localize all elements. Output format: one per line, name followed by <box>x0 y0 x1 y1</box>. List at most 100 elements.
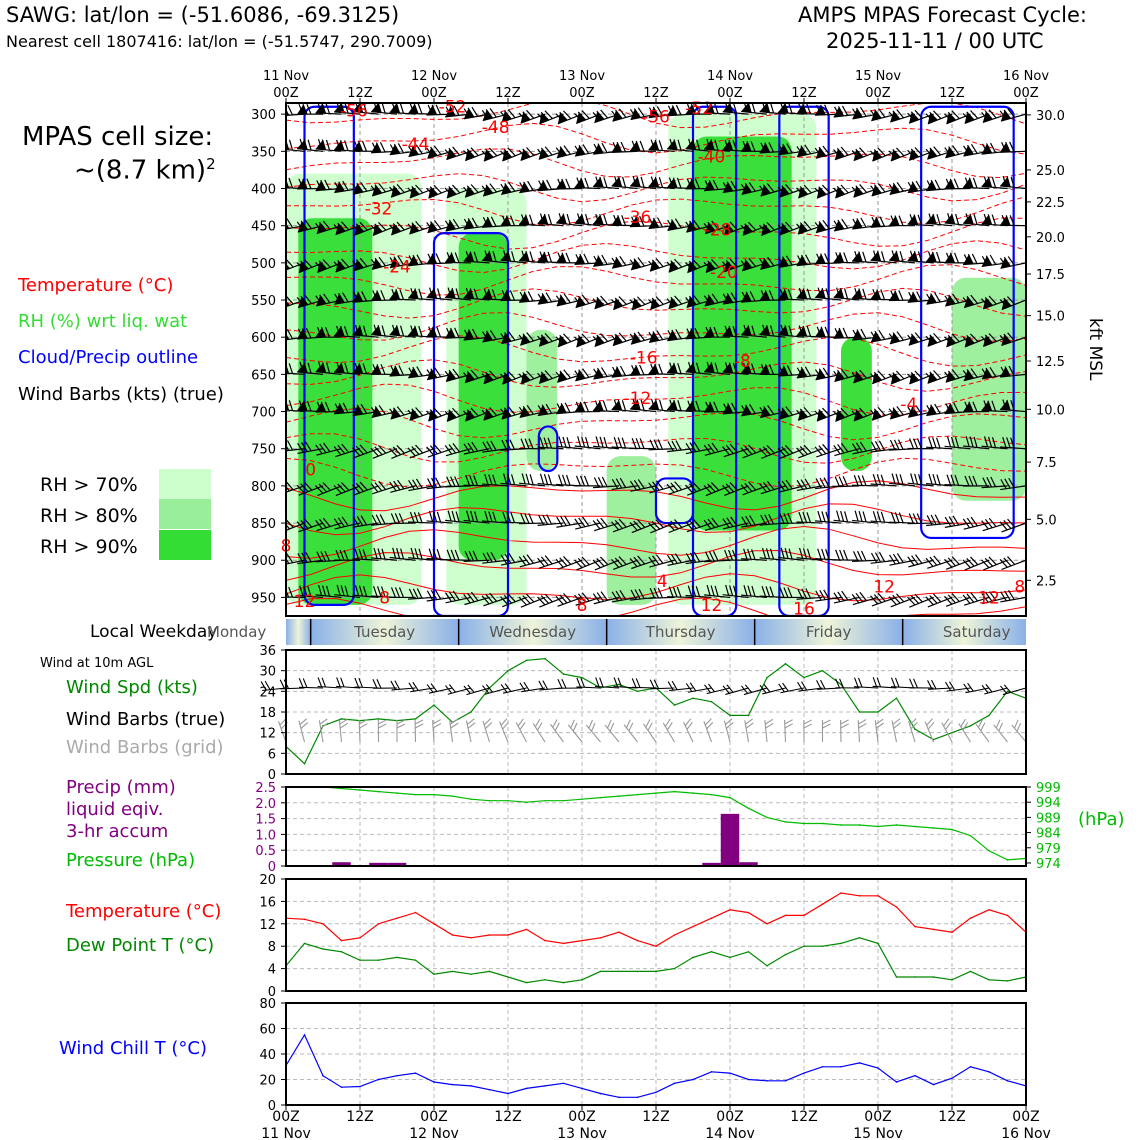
barb-feather <box>337 517 345 528</box>
hour-label: 12Z <box>939 86 965 101</box>
barb-feather <box>706 361 711 373</box>
barb-feather <box>777 186 786 196</box>
barb-feather <box>840 368 849 379</box>
wind-barb <box>315 584 342 599</box>
wind-barb-grid <box>924 718 935 743</box>
barb-feather <box>873 149 883 158</box>
barb-feather <box>873 250 878 262</box>
barb-feather <box>449 718 458 725</box>
barb-feather <box>825 288 830 299</box>
temp-label: Temperature (°C) <box>66 901 222 922</box>
wind-speed-tick-label: 18 <box>259 706 276 721</box>
wind-barb <box>999 296 1026 311</box>
barb-feather <box>687 400 693 412</box>
barb-feather <box>508 331 516 341</box>
barb-feather <box>470 184 479 193</box>
barb-feather <box>281 587 285 597</box>
barb-feather <box>891 250 896 261</box>
barb-feather <box>780 324 785 336</box>
barb-flag <box>539 335 549 347</box>
barb-feather <box>599 677 604 688</box>
barb-feather <box>471 106 479 117</box>
wind-barb <box>796 407 823 421</box>
barb-feather <box>953 178 960 189</box>
barb-feather <box>743 324 748 336</box>
wind-barb <box>851 441 879 455</box>
wind-barb <box>704 361 731 375</box>
barb-feather <box>426 410 435 420</box>
barb-feather <box>973 436 978 448</box>
barb-feather <box>722 485 731 494</box>
barb-flag <box>963 255 974 265</box>
wind-barb-grid <box>585 719 601 743</box>
barb-feather <box>286 219 290 229</box>
wind-barb <box>426 407 453 422</box>
barb-feather <box>359 481 368 491</box>
barb-feather <box>306 400 312 412</box>
barb-feather <box>296 297 305 307</box>
barb-shaft <box>335 225 361 236</box>
barb-feather <box>751 549 756 560</box>
barb-shaft <box>778 556 805 561</box>
barb-flag <box>611 143 622 153</box>
barb-feather <box>945 403 952 414</box>
barb-feather <box>336 139 341 151</box>
barb-shaft <box>611 408 638 413</box>
barb-feather <box>500 408 508 418</box>
barb-feather <box>873 408 882 418</box>
wind-barb <box>556 402 583 415</box>
temperature-contour <box>286 335 1026 367</box>
barb-feather <box>670 296 679 306</box>
barb-feather <box>356 515 364 526</box>
barb-feather <box>1008 477 1015 488</box>
barb-feather <box>652 555 660 565</box>
barb-feather <box>818 146 827 156</box>
barb-feather <box>926 293 933 304</box>
wind-barb <box>796 478 823 492</box>
temperature-line-point <box>877 895 879 897</box>
barb-feather <box>432 326 438 338</box>
barb-feather <box>689 442 697 453</box>
barb-feather <box>463 685 471 694</box>
barb-feather <box>613 677 619 687</box>
temperature-label: 12 <box>701 596 723 616</box>
wind-barb <box>833 442 860 457</box>
barb-feather <box>448 147 457 157</box>
wind-barb <box>962 401 990 413</box>
barb-flag <box>779 224 790 235</box>
barb-feather <box>286 329 290 340</box>
dewpoint-line-point <box>414 959 417 961</box>
barb-feather <box>907 596 916 606</box>
barb-feather <box>488 474 493 485</box>
temperature-line-point <box>766 923 768 925</box>
weekday-cell <box>286 619 311 645</box>
cloud-outline <box>691 105 738 616</box>
pressure-line-point <box>784 821 787 823</box>
barb-flag <box>611 216 622 226</box>
pressure-line-point <box>359 789 361 791</box>
barb-flag <box>297 179 308 189</box>
barb-shaft <box>537 482 564 487</box>
barb-feather <box>399 325 405 337</box>
barb-feather <box>451 287 456 299</box>
windchill-line-point <box>673 1082 676 1085</box>
wind-barb <box>889 250 916 264</box>
barb-feather <box>840 719 849 725</box>
barb-flag <box>926 294 937 305</box>
barb-feather <box>522 555 531 565</box>
barb-feather <box>618 108 627 118</box>
wind-barb-grid <box>908 718 918 743</box>
barb-feather <box>655 296 664 305</box>
barb-feather <box>652 106 660 117</box>
barb-feather <box>870 331 878 342</box>
barb-feather <box>928 473 933 485</box>
barb-feather <box>985 592 993 602</box>
barb-feather <box>745 291 752 302</box>
barb-feather <box>759 483 767 493</box>
barb-feather <box>376 678 382 689</box>
kft-tick-label: 20.0 <box>1036 231 1065 246</box>
windchill-line-point <box>636 1096 639 1099</box>
wind-barb <box>925 110 953 125</box>
barb-feather <box>837 591 845 602</box>
wind-barb <box>574 401 601 413</box>
